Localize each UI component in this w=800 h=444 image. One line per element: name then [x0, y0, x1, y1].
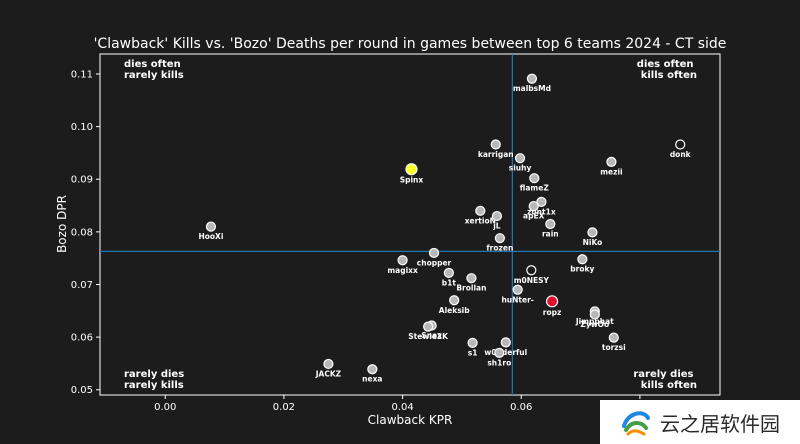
scatter-point-magixx — [397, 255, 408, 266]
scatter-point-karrigan — [490, 139, 501, 150]
point-label: Brollan — [456, 284, 486, 293]
data-points: malbsMd donk karrigan siuhy mezii Spinx flameZ… — [198, 73, 692, 384]
y-tick-label: 0.05 — [71, 385, 93, 396]
point-label: chopper — [417, 258, 452, 267]
scatter-point-zont1x — [536, 196, 547, 207]
scatter-point-xertion — [475, 205, 486, 216]
point-label: mezii — [600, 167, 622, 176]
point-label: s1 — [468, 348, 478, 357]
scatter-point-m0nesy — [526, 265, 537, 276]
watermark-text: 云之居软件园 — [660, 411, 780, 436]
quadrant-label-bottom-right: rarely dies kills often — [633, 369, 697, 391]
x-tick-label: 0.06 — [510, 402, 532, 413]
scatter-point-apex — [528, 200, 539, 212]
y-tick-label: 0.08 — [71, 227, 93, 238]
point-label: siuhy — [509, 164, 532, 173]
scatter-point-aleksib — [449, 295, 460, 306]
scatter-point-malbsmd — [526, 73, 538, 84]
point-label: karrigan — [478, 150, 514, 159]
scatter-point-s1 — [467, 337, 478, 349]
scatter-point-siuhy — [514, 153, 526, 164]
scatter-point-niko — [587, 227, 598, 238]
point-label: xertioN — [465, 216, 496, 225]
scatter-point-hunter- — [512, 284, 523, 295]
point-label: Stewie2K — [408, 332, 449, 341]
scatter-point-flamez — [529, 173, 540, 184]
quadrant-label-top-right: dies often kills often — [637, 59, 697, 81]
point-label: frozen — [486, 244, 513, 253]
point-label: JACKZ — [315, 369, 342, 378]
scatter-point-rain — [545, 218, 556, 230]
point-label: Aleksib — [439, 306, 470, 315]
point-label: flameZ — [520, 184, 550, 193]
scatter-point-b1t — [443, 267, 454, 279]
scatter-point-hooxi — [205, 221, 217, 232]
point-label: broky — [570, 265, 594, 274]
y-tick-label: 0.07 — [71, 280, 93, 291]
y-axis-label: Bozo DPR — [55, 195, 69, 253]
point-label: rain — [542, 229, 559, 238]
point-label: zont1x — [527, 207, 556, 216]
quadrant-label-bottom-left: rarely dies rarely kills — [124, 369, 188, 391]
point-label: b1t — [442, 278, 457, 287]
scatter-point-brollan — [466, 273, 477, 284]
point-label: apEX — [523, 212, 545, 221]
scatter-point-donk — [675, 139, 686, 150]
point-label: donk — [670, 150, 692, 159]
x-axis-label: Clawback KPR — [368, 413, 453, 427]
point-label: Snax — [421, 331, 442, 340]
scatter-point-ropz — [545, 295, 559, 308]
quadrant-label-top-left: dies often rarely kills — [124, 59, 184, 81]
point-label: ropz — [543, 308, 562, 317]
point-label: jL — [492, 222, 501, 231]
point-label: torzsi — [602, 343, 626, 352]
scatter-point-w0nderful — [500, 337, 511, 348]
swirl-logo-icon — [622, 411, 650, 436]
point-label: magixx — [387, 266, 418, 275]
axes-frame — [99, 53, 721, 396]
scatter-point-jackz — [323, 358, 334, 370]
x-tick-label: 0.00 — [154, 402, 176, 413]
y-tick-label: 0.11 — [71, 69, 93, 80]
y-tick-label: 0.10 — [71, 122, 93, 133]
x-axis-ticks: 0.000.020.040.060.08 — [154, 395, 651, 413]
x-tick-label: 0.04 — [391, 402, 413, 413]
point-label: sh1ro — [487, 358, 511, 367]
point-label: Jimpphat — [575, 317, 614, 326]
scatter-point-spinx — [405, 163, 418, 176]
scatter-point-nexa — [367, 364, 378, 375]
point-label: nexa — [362, 375, 382, 384]
point-label: HooXi — [198, 232, 223, 241]
point-label: NiKo — [583, 238, 603, 247]
scatter-point-broky — [577, 254, 588, 265]
point-label: w0nderful — [484, 348, 527, 357]
point-label: huNter- — [501, 295, 533, 304]
plot-area: 0.00 0.02 0.04 0.06 0.08 0.05 0.06 0.07 0.08 0.0… — [71, 53, 721, 413]
point-label: malbsMd — [513, 84, 551, 93]
scatter-point-jl — [491, 210, 503, 222]
x-tick-label: 0.02 — [273, 402, 295, 413]
chart-title: 'Clawback' Kills vs. 'Bozo' Deaths per r… — [94, 36, 727, 52]
reference-lines — [100, 54, 720, 395]
scatter-point-mezii — [606, 156, 617, 167]
scatter-point-sh1ro — [494, 347, 505, 359]
scatter-point-chopper — [428, 247, 440, 259]
scatter-point-torzsi — [608, 332, 619, 343]
scatter-point-frozen — [494, 233, 505, 244]
point-label: ZywOo — [580, 320, 609, 329]
scatter-point-stewie2k — [422, 321, 434, 332]
y-axis-ticks: 0.05 0.06 0.07 0.08 0.09 0.10 0.11 — [71, 69, 100, 396]
watermark: 云之居软件园 — [600, 400, 800, 444]
y-tick-label: 0.09 — [71, 175, 93, 186]
point-label: Spinx — [400, 176, 424, 185]
y-tick-label: 0.06 — [71, 333, 93, 344]
scatter-point-zywoo — [589, 309, 600, 320]
point-label: m0NESY — [514, 276, 550, 285]
